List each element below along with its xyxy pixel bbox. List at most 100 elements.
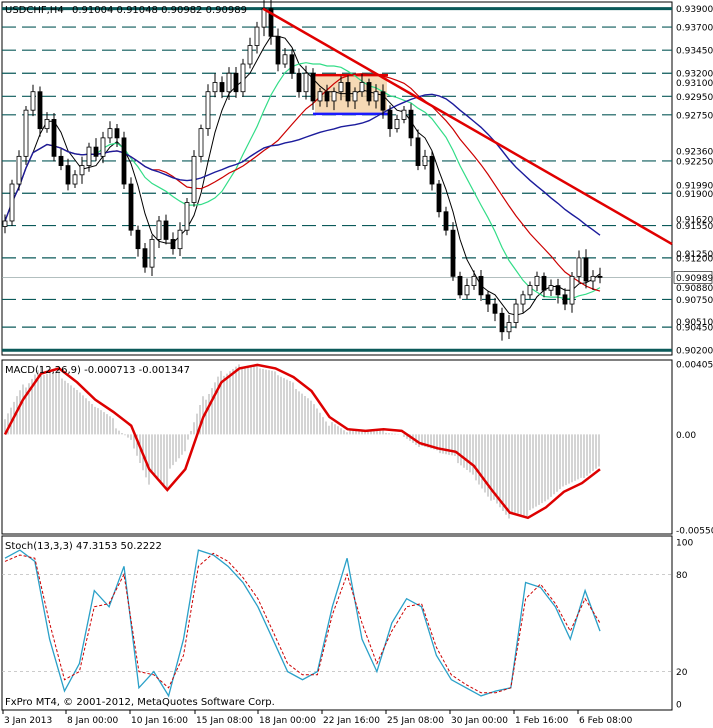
price-tick-label: 0.93450: [676, 47, 713, 57]
candle-body: [9, 183, 15, 222]
candle-body: [443, 211, 449, 231]
price-tick-label: 0.90989: [676, 274, 713, 284]
current-price-box: [673, 271, 713, 284]
candle-body: [51, 119, 57, 157]
candle-body: [513, 303, 519, 323]
stoch-axis-label: 20: [676, 668, 688, 678]
candle-body: [135, 229, 141, 250]
price-tick-label: 0.93100: [676, 79, 713, 89]
candle-body: [142, 248, 148, 268]
candle-body: [471, 275, 477, 287]
candle-body: [114, 128, 120, 139]
candle-body: [296, 72, 302, 93]
ma-blue-line: [4, 93, 601, 236]
candle-body: [359, 82, 365, 93]
macd-signal-line: [3, 363, 601, 520]
price-tick-label: 0.93900: [676, 5, 713, 15]
candle-body: [373, 91, 379, 102]
price-tick-label: 0.90880: [676, 284, 713, 294]
candle-body: [149, 239, 155, 268]
price-tick-label: 0.92250: [676, 157, 713, 167]
candle-body: [415, 137, 421, 166]
candle-body: [338, 82, 344, 93]
stoch-main-line: [4, 549, 601, 698]
stoch-signal-line: [4, 552, 601, 694]
candle-body: [597, 275, 603, 278]
symbol-label: USDCHF,H4: [5, 5, 64, 16]
candle-body: [240, 63, 246, 93]
price-tick-label: 0.91200: [676, 254, 713, 264]
price-tick-label: 0.93700: [676, 24, 713, 34]
macd-axis-label: 0.00: [676, 431, 696, 441]
descending-trendline: [262, 7, 673, 246]
price-tick-label: 0.90510: [676, 318, 713, 328]
candle-body: [583, 257, 589, 282]
candle-body: [506, 322, 512, 333]
candle-body: [576, 257, 582, 277]
candle-body: [485, 294, 491, 305]
candle-body: [275, 35, 281, 65]
time-tick-label: 3 Jan 2013: [4, 716, 52, 726]
price-tick-label: 0.92360: [676, 147, 713, 157]
ma-green-line: [4, 62, 601, 300]
time-tick-label: 25 Jan 08:00: [387, 716, 444, 726]
candle-body: [177, 229, 183, 250]
candle-body: [324, 91, 330, 102]
candle-body: [590, 275, 596, 282]
candle-body: [548, 285, 554, 291]
candle-body: [478, 275, 484, 296]
candle-body: [93, 146, 99, 157]
candle-body: [541, 275, 547, 291]
macd-axis-label: -0.00550: [676, 527, 713, 537]
candle-body: [436, 183, 442, 213]
time-tick-label: 15 Jan 08:00: [196, 716, 253, 726]
candle-body: [16, 155, 22, 185]
candle-body: [268, 8, 274, 37]
candle-body: [534, 275, 540, 287]
candle-body: [310, 72, 316, 102]
time-tick-label: 10 Jan 16:00: [131, 716, 188, 726]
stoch-axis-label: 0: [676, 701, 682, 711]
stoch-axis-label: 100: [676, 539, 693, 549]
trendline[interactable]: [262, 7, 673, 246]
candle-body: [107, 128, 113, 139]
candle-body: [212, 82, 218, 93]
price-tick-label: 0.92750: [676, 111, 713, 121]
candle-body: [352, 91, 358, 102]
stoch-axis-label: 80: [676, 571, 688, 581]
panel-border-3: [1, 535, 673, 711]
ohlc-label: 0.91004 0.91048 0.90982 0.90989: [72, 5, 247, 16]
candle-body: [121, 137, 127, 185]
candle-body: [366, 82, 372, 102]
candle-body: [184, 202, 190, 231]
price-tick-label: 0.90750: [676, 296, 713, 306]
candle-body: [100, 137, 106, 157]
candle-body: [520, 294, 526, 305]
candle-body: [422, 155, 428, 166]
panel-frames: [1, 1, 673, 711]
candle-body: [527, 285, 533, 296]
candle-body: [44, 119, 50, 130]
candle-body: [317, 91, 323, 102]
candle-body: [429, 155, 435, 185]
time-axis: 3 Jan 2013 8 Jan 00:00 10 Jan 16:00 15 Jan …: [2, 710, 633, 726]
price-tick-label: 0.91550: [676, 222, 713, 232]
time-tick-label: 30 Jan 00:00: [451, 716, 508, 726]
candle-body: [72, 174, 78, 185]
price-tick-label: 0.90450: [676, 324, 713, 334]
candle-body: [408, 109, 414, 139]
candle-body: [163, 220, 169, 240]
candle-body: [562, 294, 568, 305]
moving-averages: [4, 35, 601, 316]
time-tick-label: 1 Feb 16:00: [515, 716, 569, 726]
candle-body: [205, 91, 211, 130]
candle-body: [499, 312, 505, 333]
candle-body: [37, 91, 43, 130]
candle-body: [30, 91, 36, 111]
candle-body: [156, 220, 162, 240]
candle-body: [331, 91, 337, 102]
candle-body: [128, 183, 134, 231]
